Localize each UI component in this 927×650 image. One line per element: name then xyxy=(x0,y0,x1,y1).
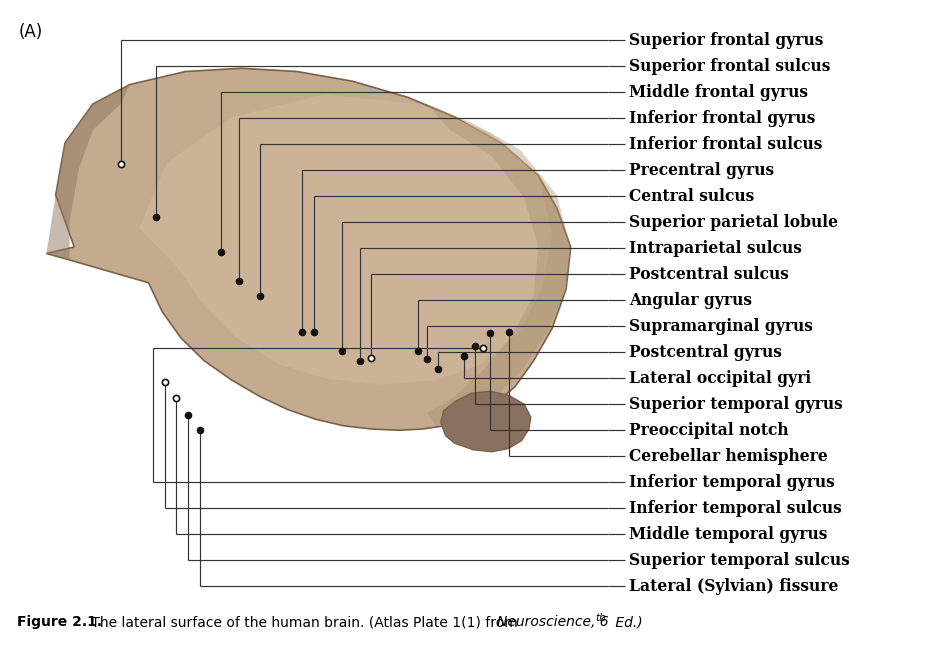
Text: Central sulcus: Central sulcus xyxy=(629,188,754,205)
Text: Postcentral gyrus: Postcentral gyrus xyxy=(629,344,781,361)
PathPatch shape xyxy=(440,391,530,452)
Text: Superior temporal sulcus: Superior temporal sulcus xyxy=(629,552,849,569)
Text: Angular gyrus: Angular gyrus xyxy=(629,292,752,309)
PathPatch shape xyxy=(426,104,570,426)
Text: Inferior frontal sulcus: Inferior frontal sulcus xyxy=(629,136,821,153)
Text: Inferior frontal gyrus: Inferior frontal gyrus xyxy=(629,110,815,127)
Text: Ed.): Ed.) xyxy=(610,615,641,629)
Text: Neuroscience, 6: Neuroscience, 6 xyxy=(497,615,608,629)
Text: Superior frontal sulcus: Superior frontal sulcus xyxy=(629,58,830,75)
Text: Preoccipital notch: Preoccipital notch xyxy=(629,422,788,439)
PathPatch shape xyxy=(46,84,130,260)
PathPatch shape xyxy=(46,68,570,430)
Text: Intraparietal sulcus: Intraparietal sulcus xyxy=(629,240,801,257)
Text: Lateral (Sylvian) fissure: Lateral (Sylvian) fissure xyxy=(629,578,838,595)
Text: The lateral surface of the human brain. (Atlas Plate 1(1) from: The lateral surface of the human brain. … xyxy=(87,615,522,629)
Text: Inferior temporal gyrus: Inferior temporal gyrus xyxy=(629,474,834,491)
Text: Middle temporal gyrus: Middle temporal gyrus xyxy=(629,526,827,543)
Text: Figure 2.1.: Figure 2.1. xyxy=(17,615,102,629)
PathPatch shape xyxy=(139,94,552,385)
Text: th: th xyxy=(595,613,606,623)
Text: Lateral occipital gyri: Lateral occipital gyri xyxy=(629,370,810,387)
Text: Middle frontal gyrus: Middle frontal gyrus xyxy=(629,84,807,101)
Text: Supramarginal gyrus: Supramarginal gyrus xyxy=(629,318,812,335)
Text: Inferior temporal sulcus: Inferior temporal sulcus xyxy=(629,500,841,517)
Text: Superior frontal gyrus: Superior frontal gyrus xyxy=(629,32,822,49)
Text: Superior temporal gyrus: Superior temporal gyrus xyxy=(629,396,842,413)
Text: Superior parietal lobule: Superior parietal lobule xyxy=(629,214,837,231)
Text: Postcentral sulcus: Postcentral sulcus xyxy=(629,266,788,283)
Text: Precentral gyrus: Precentral gyrus xyxy=(629,162,773,179)
Text: Cerebellar hemisphere: Cerebellar hemisphere xyxy=(629,448,827,465)
Text: (A): (A) xyxy=(19,23,43,41)
